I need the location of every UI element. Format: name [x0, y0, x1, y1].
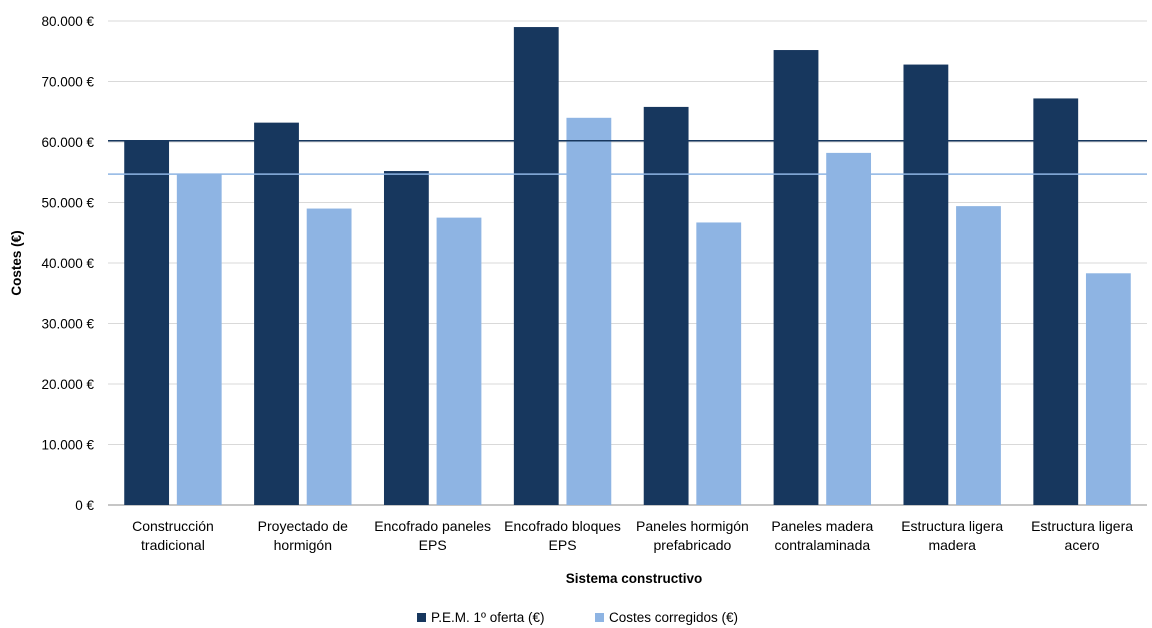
- legend: P.E.M. 1º oferta (€) Costes corregidos (€…: [417, 610, 738, 625]
- y-tick-label: 30.000 €: [41, 317, 94, 332]
- legend-label: Costes corregidos (€): [609, 610, 738, 625]
- bar-pem-oferta: [1033, 98, 1079, 505]
- x-category-label: madera: [928, 537, 976, 553]
- y-tick-label: 0 €: [75, 498, 94, 513]
- y-tick-label: 20.000 €: [41, 377, 94, 392]
- bars: [124, 27, 1131, 506]
- x-category-label: tradicional: [141, 537, 205, 553]
- bar-pem-oferta: [773, 50, 819, 505]
- y-tick-label: 50.000 €: [41, 196, 94, 211]
- bar-pem-oferta: [513, 27, 559, 506]
- y-axis-ticks: 0 € 10.000 € 20.000 € 30.000 € 40.000 € 50.00…: [41, 14, 94, 513]
- legend-label: P.E.M. 1º oferta (€): [431, 610, 544, 625]
- y-axis-title: Costes (€): [9, 230, 24, 295]
- x-category-label: acero: [1065, 537, 1100, 553]
- bar-costes-corregidos: [956, 206, 1001, 505]
- x-category-label: Paneles hormigón: [636, 518, 749, 534]
- x-axis-title: Sistema constructivo: [566, 571, 703, 586]
- bar-costes-corregidos: [696, 222, 742, 505]
- bar-costes-corregidos: [306, 208, 352, 506]
- reference-lines: [108, 140, 1147, 175]
- bar-pem-oferta: [643, 106, 689, 505]
- y-tick-label: 10.000 €: [41, 438, 94, 453]
- x-category-label: Proyectado de: [258, 518, 348, 534]
- bar-costes-corregidos: [1085, 273, 1131, 505]
- x-category-label: Paneles madera: [771, 518, 873, 534]
- y-tick-label: 70.000 €: [41, 75, 94, 90]
- x-category-label: EPS: [549, 537, 577, 553]
- bar-pem-oferta: [124, 140, 170, 506]
- y-tick-label: 40.000 €: [41, 256, 94, 271]
- x-category-label: prefabricado: [654, 537, 732, 553]
- bar-pem-oferta: [383, 171, 429, 506]
- bar-pem-oferta: [903, 64, 949, 505]
- legend-swatch: [595, 613, 604, 622]
- bar-costes-corregidos: [176, 174, 222, 505]
- bar-costes-corregidos: [436, 217, 482, 505]
- x-category-label: hormigón: [274, 537, 332, 553]
- bar-costes-corregidos: [826, 152, 872, 505]
- bar-pem-oferta: [254, 122, 299, 505]
- x-category-label: Estructura ligera: [901, 518, 1003, 534]
- x-category-label: Encofrado paneles: [374, 518, 491, 534]
- legend-swatch: [417, 613, 426, 622]
- x-category-label: Encofrado bloques: [504, 518, 621, 534]
- x-category-label: EPS: [419, 537, 447, 553]
- y-tick-label: 80.000 €: [41, 14, 94, 29]
- y-tick-label: 60.000 €: [41, 135, 94, 150]
- x-category-label: Construcción: [132, 518, 214, 534]
- x-axis-categories: Construcción tradicional Proyectado de horm…: [132, 518, 1133, 553]
- x-category-label: Estructura ligera: [1031, 518, 1133, 534]
- bar-costes-corregidos: [566, 117, 612, 506]
- x-category-label: contralaminada: [774, 537, 870, 553]
